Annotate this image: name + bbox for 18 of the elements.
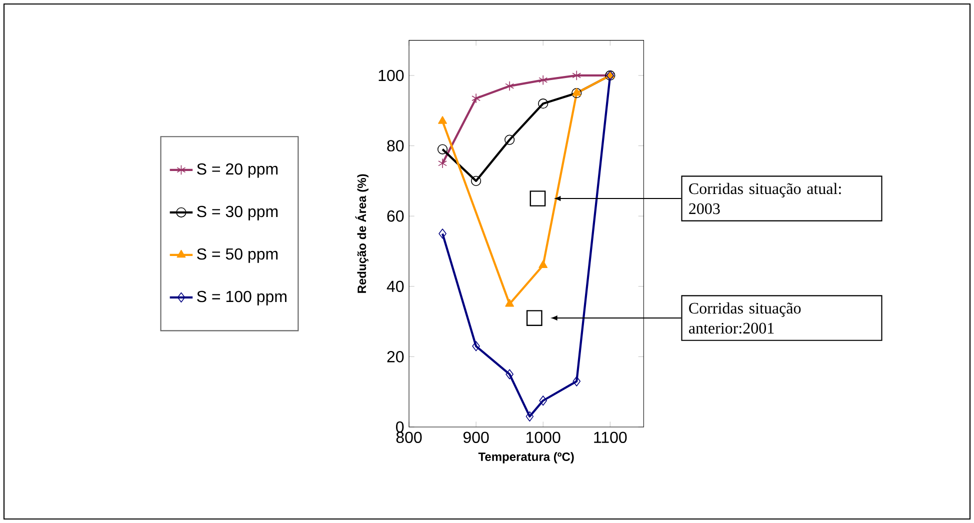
- y-tick-label: 40: [386, 280, 404, 292]
- legend-label: S = 50 ppm: [197, 248, 278, 263]
- y-tick-label: 100: [378, 70, 404, 82]
- y-tick-label: 0: [396, 421, 404, 433]
- x-tick-label: 800: [396, 432, 422, 444]
- x-axis-title: Temperatura (ºC): [478, 452, 574, 464]
- x-tick-label: 1100: [594, 432, 627, 444]
- text: Corridas situação anterior:2001: [688, 302, 801, 334]
- legend-label: S = 30 ppm: [197, 206, 278, 220]
- legend-label: S = 100 ppm: [197, 290, 286, 306]
- x-tick-label: 900: [463, 432, 489, 444]
- y-tick-label: 60: [387, 210, 404, 222]
- x-tick-label: 1000: [526, 432, 560, 444]
- text: Corridas situação atual: 2003: [689, 182, 841, 214]
- legend-label: S = 20 ppm: [197, 163, 278, 178]
- y-axis-title: Redução de Área (%): [355, 174, 368, 293]
- y-tick-label: 20: [387, 351, 404, 362]
- y-tick-label: 80: [387, 140, 404, 152]
